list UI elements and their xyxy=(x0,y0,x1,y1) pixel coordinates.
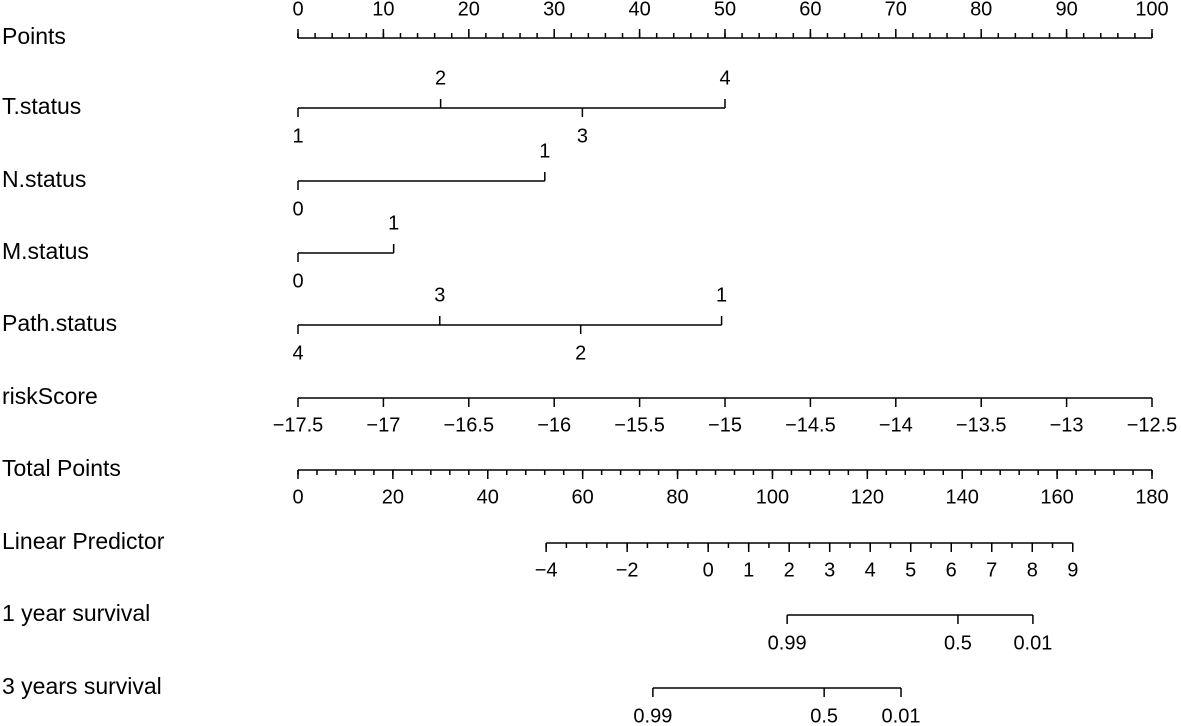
tick-label: 8 xyxy=(1027,559,1038,581)
level-label: 4 xyxy=(719,67,730,89)
row-label: Path.status xyxy=(2,310,117,336)
row-label: N.status xyxy=(2,166,86,192)
level-label: 3 xyxy=(577,125,588,147)
level-label: 0.5 xyxy=(944,632,972,654)
level-label: 3 xyxy=(434,284,445,306)
level-label: 0.99 xyxy=(768,632,807,654)
tick-label: 80 xyxy=(970,0,992,20)
level-label: 0 xyxy=(292,198,303,220)
tick-label: −15 xyxy=(708,414,742,436)
tick-label: 40 xyxy=(628,0,650,20)
tick-label: 30 xyxy=(543,0,565,20)
tick-label: 6 xyxy=(946,559,957,581)
level-label: 1 xyxy=(388,212,399,234)
level-label: 2 xyxy=(575,342,586,364)
tick-label: 9 xyxy=(1067,559,1078,581)
tick-label: 180 xyxy=(1135,486,1168,508)
tick-label: 140 xyxy=(946,486,979,508)
tick-label: 5 xyxy=(905,559,916,581)
tick-label: 50 xyxy=(714,0,736,20)
tick-label: −16.5 xyxy=(443,414,494,436)
tick-label: 4 xyxy=(865,559,876,581)
tick-label: 60 xyxy=(572,486,594,508)
tick-label: −4 xyxy=(535,559,558,581)
tick-label: 90 xyxy=(1055,0,1077,20)
tick-label: 7 xyxy=(986,559,997,581)
tick-label: −14 xyxy=(879,414,913,436)
row-label: Linear Predictor xyxy=(2,528,165,554)
tick-label: −14.5 xyxy=(785,414,836,436)
tick-label: 20 xyxy=(458,0,480,20)
tick-label: 0 xyxy=(703,559,714,581)
tick-label: −17.5 xyxy=(273,414,324,436)
level-label: 0.01 xyxy=(1013,632,1052,654)
level-label: 4 xyxy=(292,342,303,364)
row-label: 3 years survival xyxy=(2,673,162,699)
tick-label: 120 xyxy=(851,486,884,508)
level-label: 2 xyxy=(435,67,446,89)
tick-label: 100 xyxy=(1135,0,1168,20)
tick-label: −15.5 xyxy=(614,414,665,436)
tick-label: 40 xyxy=(477,486,499,508)
level-label: 1 xyxy=(292,125,303,147)
tick-label: 0 xyxy=(292,486,303,508)
level-label: 0 xyxy=(292,270,303,292)
row-label: Total Points xyxy=(2,455,121,481)
tick-label: −13.5 xyxy=(956,414,1007,436)
tick-label: 10 xyxy=(372,0,394,20)
tick-label: 0 xyxy=(292,0,303,20)
tick-label: 2 xyxy=(784,559,795,581)
tick-label: 80 xyxy=(666,486,688,508)
tick-label: −12.5 xyxy=(1127,414,1178,436)
level-label: 1 xyxy=(716,284,727,306)
row-label: Points xyxy=(2,23,66,49)
tick-label: −2 xyxy=(616,559,639,581)
level-label: 0.01 xyxy=(882,705,921,726)
tick-label: 3 xyxy=(824,559,835,581)
tick-label: 100 xyxy=(756,486,789,508)
tick-label: 60 xyxy=(799,0,821,20)
row-label: 1 year survival xyxy=(2,600,150,626)
level-label: 0.99 xyxy=(633,705,672,726)
level-label: 0.5 xyxy=(810,705,838,726)
row-label: T.status xyxy=(2,93,81,119)
tick-label: 70 xyxy=(885,0,907,20)
level-label: 1 xyxy=(539,140,550,162)
tick-label: −17 xyxy=(366,414,400,436)
row-label: M.status xyxy=(2,238,89,264)
row-label: riskScore xyxy=(2,383,98,409)
tick-label: −16 xyxy=(537,414,571,436)
tick-label: −13 xyxy=(1050,414,1084,436)
tick-label: 1 xyxy=(743,559,754,581)
tick-label: 160 xyxy=(1040,486,1073,508)
tick-label: 20 xyxy=(382,486,404,508)
